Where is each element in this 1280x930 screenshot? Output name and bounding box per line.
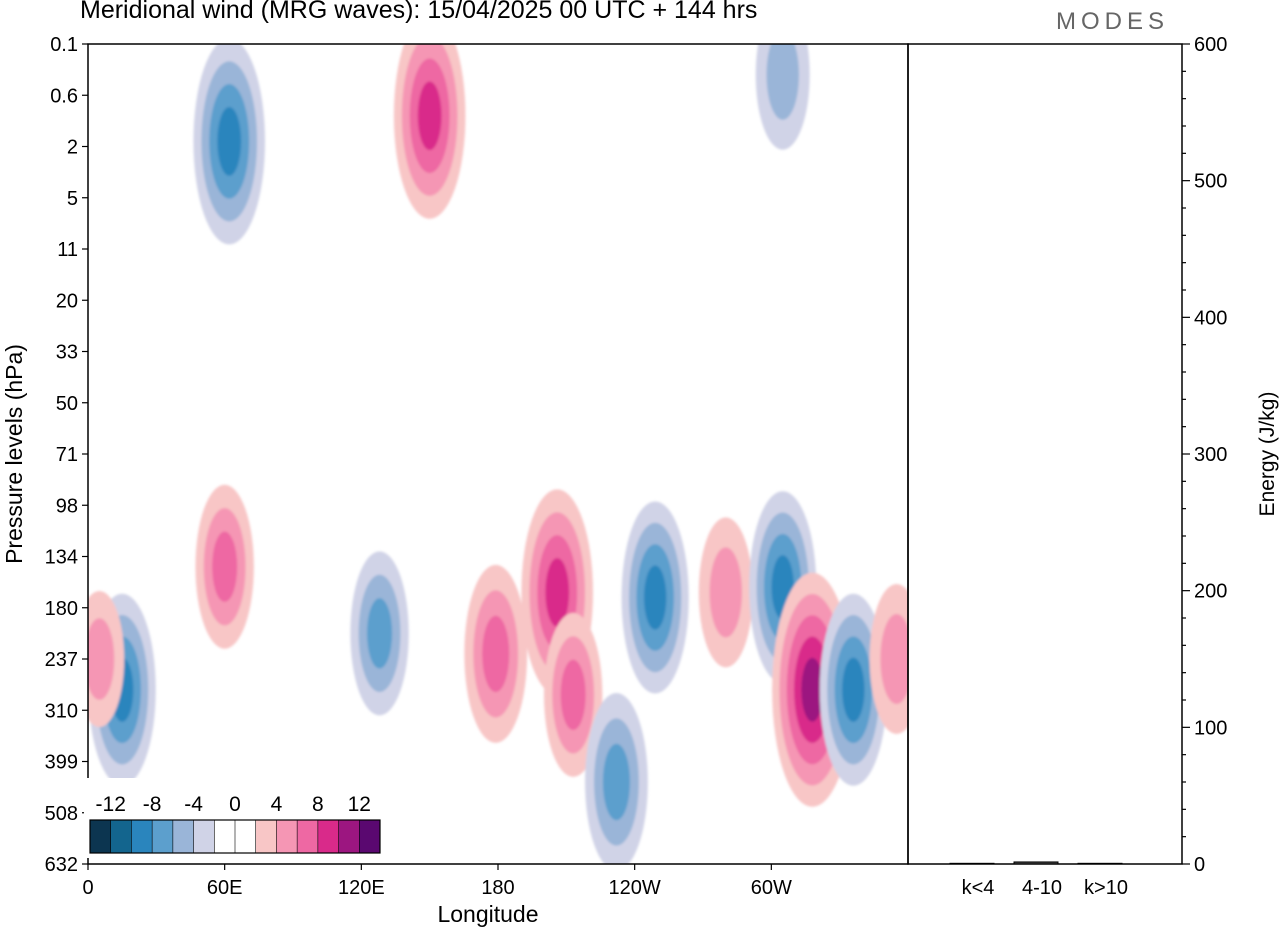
- colorbar-swatch: [90, 820, 111, 853]
- y-tick-label: 20: [56, 290, 78, 312]
- y-tick-label: 11: [57, 239, 78, 261]
- colorbar-label: -4: [184, 793, 203, 816]
- colorbar-frame: [89, 819, 381, 854]
- y-tick-label: 310: [45, 700, 78, 722]
- energy-tick-label: 400: [1194, 307, 1227, 329]
- colorbar-swatch: [338, 820, 360, 853]
- energy-tick-label: 600: [1194, 34, 1227, 56]
- contour-feature: [195, 484, 254, 649]
- colorbar-label: 4: [271, 793, 283, 816]
- contour-feature: [193, 44, 266, 245]
- y-tick-label: 98: [56, 495, 78, 517]
- x-tick-label: 180: [481, 877, 514, 899]
- contour-band: [560, 659, 586, 730]
- colorbar-swatch: [235, 820, 256, 853]
- contour-band: [545, 558, 570, 627]
- contour-band: [709, 547, 742, 638]
- colorbar-swatch: [193, 820, 215, 853]
- colorbar-swatch: [131, 820, 153, 853]
- colorbar-label: -8: [143, 793, 162, 816]
- colorbar-swatch: [317, 820, 339, 853]
- contour-feature: [393, 44, 466, 219]
- colorbar-swatch: [152, 820, 173, 853]
- colorbar-swatch: [276, 820, 298, 853]
- y-tick-label: 134: [45, 547, 78, 569]
- contour-feature: [869, 584, 908, 734]
- contour-band: [880, 614, 908, 704]
- y-tick-label: 33: [56, 342, 78, 364]
- contour-band: [643, 565, 667, 630]
- energy-axis-label: Energy (J/kg): [1256, 392, 1279, 517]
- contour-feature: [88, 591, 125, 727]
- colorbar-swatch: [172, 820, 194, 853]
- x-tick-label: 60W: [751, 877, 792, 899]
- x-tick-label: 120E: [338, 877, 385, 899]
- energy-tick-label: 100: [1194, 717, 1227, 739]
- y-tick-label: 237: [45, 649, 78, 671]
- energy-tick-label: 300: [1194, 444, 1227, 466]
- wind-field: [88, 44, 908, 864]
- contour-band: [482, 615, 510, 692]
- colorbar-label: 8: [312, 793, 324, 816]
- chart-title: Meridional wind (MRG waves): 15/04/2025 …: [80, 0, 758, 24]
- contour-feature: [350, 551, 409, 716]
- energy-tick-label: 500: [1194, 171, 1227, 193]
- y-tick-label: 399: [45, 752, 78, 774]
- energy-tick-label: 0: [1194, 854, 1205, 876]
- contour-feature: [755, 44, 810, 150]
- y-tick-label: 632: [45, 854, 78, 876]
- contour-band: [417, 81, 442, 151]
- colorbar-swatch: [214, 820, 235, 853]
- contour-band: [766, 44, 799, 120]
- contour-feature: [819, 593, 887, 786]
- energy-category-label: k>10: [1084, 877, 1128, 899]
- energy-tick-label: 200: [1194, 581, 1227, 603]
- contour-band: [801, 657, 824, 722]
- x-tick-label: 60E: [207, 877, 243, 899]
- contour-band: [217, 107, 242, 176]
- x-tick-label: 120W: [609, 877, 661, 899]
- contour-feature: [464, 564, 528, 743]
- energy-category-label: k<4: [962, 877, 995, 899]
- colorbar-swatch: [359, 820, 380, 853]
- colorbar-swatch: [110, 820, 132, 853]
- y-tick-label: 71: [56, 444, 78, 466]
- energy-category-label: 4-10: [1022, 877, 1062, 899]
- y-axis-label: Pressure levels (hPa): [1, 344, 27, 564]
- colorbar-swatch: [297, 820, 318, 853]
- energy-bar: [1013, 861, 1059, 865]
- contour-band: [367, 598, 393, 669]
- contour-band: [602, 743, 630, 821]
- contour-band: [842, 657, 865, 722]
- colorbar-label: -12: [96, 793, 126, 816]
- y-tick-label: 0.6: [50, 85, 78, 107]
- x-tick-label: 0: [82, 877, 93, 899]
- contour-feature: [621, 501, 689, 694]
- y-tick-label: 508: [45, 803, 78, 825]
- colorbar-label: 12: [348, 793, 371, 816]
- energy-bar: [1077, 862, 1123, 865]
- contour-feature: [698, 517, 753, 668]
- y-tick-label: 5: [67, 188, 78, 210]
- y-tick-label: 2: [67, 137, 78, 159]
- y-tick-label: 0.1: [50, 34, 78, 56]
- x-axis-label: Longitude: [437, 901, 538, 927]
- modes-logo: MODES: [1056, 8, 1170, 35]
- energy-bar: [949, 862, 995, 865]
- energy-frame: [907, 43, 1183, 865]
- contour-band: [212, 531, 238, 602]
- contour-feature: [585, 693, 648, 864]
- y-tick-label: 50: [56, 393, 78, 415]
- contour-feature: [543, 612, 603, 777]
- colorbar-label: 0: [229, 793, 241, 816]
- contour-band: [88, 618, 115, 700]
- y-tick-label: 180: [45, 598, 78, 620]
- colorbar-swatch: [255, 820, 277, 853]
